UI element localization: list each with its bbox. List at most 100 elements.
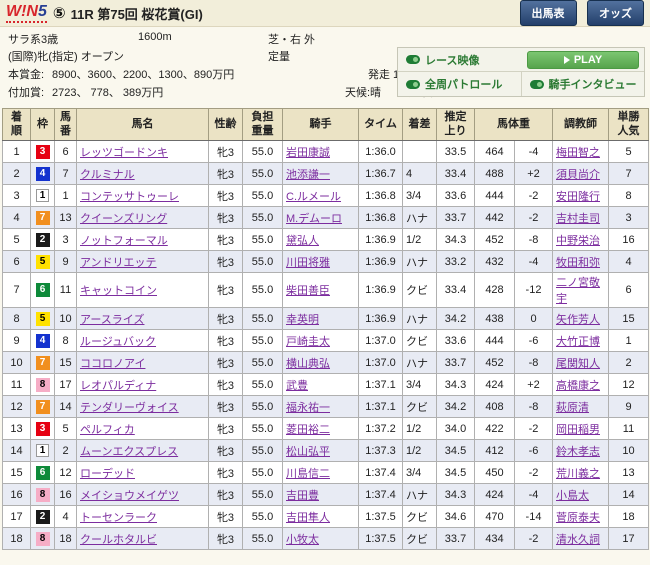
entries-button[interactable]: 出馬表	[519, 0, 577, 26]
win-popularity: 1	[608, 329, 649, 352]
horse-name-link[interactable]: レオパルディナ	[80, 379, 157, 392]
last-3f: 34.2	[436, 307, 475, 330]
table-row: 1 3 6 レッツゴードンキ 牝3 55.0 岩田康誠 1:36.0 33.5 464 -4 梅田智之…	[2, 140, 649, 163]
jockey-link[interactable]: 吉田豊	[286, 489, 319, 502]
jockey-link[interactable]: 松山弘平	[286, 445, 330, 458]
jockey-link[interactable]: 武豊	[286, 379, 308, 392]
trainer-cell: 梅田智之	[552, 140, 609, 163]
trainer-link[interactable]: 鈴木孝志	[556, 445, 600, 458]
waku-cell: 1	[30, 184, 55, 207]
patrol-video-link[interactable]: 全周パトロール	[398, 72, 521, 96]
jockey-link[interactable]: 黛弘人	[286, 234, 319, 247]
horse-name-link[interactable]: ルージュバック	[80, 335, 157, 348]
col-header-umaban: 馬 番	[54, 108, 77, 141]
jockey-link[interactable]: 池添謙一	[286, 168, 330, 181]
horse-name-link[interactable]: クルミナル	[80, 168, 135, 181]
body-weight: 408	[474, 395, 515, 418]
patrol-label: 全周パトロール	[425, 79, 503, 91]
horse-name-link[interactable]: メイショウメイゲツ	[80, 489, 179, 502]
jockey-link[interactable]: 戸崎圭太	[286, 335, 330, 348]
horse-name-link[interactable]: ローデッド	[80, 467, 135, 480]
results-table: 着 順枠馬 番馬名 性齢 負担 重量 騎手 タイム 着差 推定 上り 馬体重 調教師 単勝 人気 …	[2, 108, 649, 550]
trainer-link[interactable]: 菅原泰夫	[556, 511, 600, 524]
jockey-cell: C.ルメール	[282, 184, 359, 207]
finish-pos: 7	[2, 272, 31, 308]
finish-pos: 9	[2, 329, 31, 352]
trainer-link[interactable]: 荒川義之	[556, 467, 600, 480]
jockey-link[interactable]: 川島信二	[286, 467, 330, 480]
margin: クビ	[402, 272, 437, 308]
horse-name-cell: クイーンズリング	[76, 206, 209, 229]
jockey-link[interactable]: 小牧太	[286, 533, 319, 546]
trainer-link[interactable]: 大竹正博	[556, 335, 600, 348]
play-button[interactable]: PLAY	[527, 50, 639, 69]
trainer-link[interactable]: 吉村圭司	[556, 212, 600, 225]
finish-time: 1:36.9	[358, 272, 403, 308]
horse-name-link[interactable]: キャットコイン	[80, 285, 157, 297]
race-video-link[interactable]: レース映像	[398, 48, 527, 71]
horse-name-link[interactable]: ムーンエクスプレス	[80, 445, 179, 458]
body-weight-change: -8	[514, 228, 553, 251]
interview-link[interactable]: 騎手インタビュー	[520, 72, 645, 96]
horse-name-link[interactable]: アンドリエッテ	[80, 256, 157, 269]
trainer-link[interactable]: 須貝尚介	[556, 168, 600, 181]
horse-name-link[interactable]: コンテッサトゥーレ	[80, 190, 179, 203]
trainer-cell: 岡田稲男	[552, 417, 609, 440]
col-header-sexage: 性齢	[208, 108, 243, 141]
trainer-link[interactable]: 高橋康之	[556, 379, 600, 392]
trainer-cell: 大竹正博	[552, 329, 609, 352]
jockey-cell: 吉田隼人	[282, 505, 359, 528]
horse-name-link[interactable]: ノットフォーマル	[80, 234, 168, 247]
horse-number: 11	[54, 272, 77, 308]
jockey-link[interactable]: 幸英明	[286, 313, 319, 326]
trainer-link[interactable]: 牧田和弥	[556, 256, 600, 269]
jockey-link[interactable]: 福永祐一	[286, 401, 330, 414]
horse-name-link[interactable]: トーセンラーク	[80, 511, 157, 524]
jockey-link[interactable]: 吉田隼人	[286, 511, 330, 524]
horse-name-link[interactable]: クイーンズリング	[80, 212, 168, 225]
sex-age: 牝3	[208, 162, 243, 185]
table-row: 8 5 10 アースライズ 牝3 55.0 幸英明 1:36.9 ハナ 34.2 438 0 矢作芳人 1…	[2, 307, 649, 330]
horse-name-link[interactable]: アースライズ	[80, 313, 145, 326]
waku-cell: 5	[30, 307, 55, 330]
sex-age: 牝3	[208, 351, 243, 374]
jockey-link[interactable]: 菱田裕二	[286, 423, 330, 436]
jockey-link[interactable]: 岩田康誠	[286, 146, 330, 159]
jockey-link[interactable]: C.ルメール	[286, 190, 341, 203]
sex-age: 牝3	[208, 395, 243, 418]
last-3f: 33.7	[436, 527, 475, 550]
body-weight-change: -14	[514, 505, 553, 528]
finish-time: 1:36.9	[358, 307, 403, 330]
horse-name-link[interactable]: ココロノアイ	[80, 357, 146, 370]
odds-button[interactable]: オッズ	[587, 0, 644, 26]
trainer-link[interactable]: 尾関知人	[556, 357, 600, 370]
horse-name-link[interactable]: レッツゴードンキ	[80, 146, 168, 159]
trainer-link[interactable]: 清水久詞	[556, 533, 600, 546]
horse-number: 16	[54, 483, 77, 506]
jockey-link[interactable]: 柴田善臣	[286, 285, 330, 297]
col-header-trainer: 調教師	[552, 108, 609, 141]
trainer-cell: 牧田和弥	[552, 250, 609, 273]
jockey-cell: 菱田裕二	[282, 417, 359, 440]
trainer-link[interactable]: 岡田稲男	[556, 423, 600, 436]
carried-weight: 55.0	[242, 329, 283, 352]
horse-name-link[interactable]: ペルフィカ	[80, 423, 135, 436]
win-popularity: 15	[608, 307, 649, 330]
finish-time: 1:36.0	[358, 140, 403, 163]
finish-pos: 5	[2, 228, 31, 251]
trainer-link[interactable]: 梅田智之	[556, 146, 600, 159]
jockey-link[interactable]: 横山典弘	[286, 357, 330, 370]
horse-name-link[interactable]: クールホタルビ	[80, 533, 157, 546]
trainer-link[interactable]: 安田隆行	[556, 190, 600, 203]
trainer-link[interactable]: 小島太	[556, 489, 589, 502]
table-row: 7 6 11 キャットコイン 牝3 55.0 柴田善臣 1:36.9 クビ 33.4 428 -12 二…	[2, 272, 649, 308]
jockey-link[interactable]: M.デムーロ	[286, 212, 342, 225]
trainer-link[interactable]: 二ノ宮敬宇	[556, 277, 600, 305]
trainer-link[interactable]: 矢作芳人	[556, 313, 600, 326]
trainer-link[interactable]: 中野栄治	[556, 234, 600, 247]
horse-name-link[interactable]: テンダリーヴォイス	[80, 401, 179, 414]
jockey-link[interactable]: 川田将雅	[286, 256, 330, 269]
col-header-popularity: 単勝 人気	[608, 108, 649, 141]
horse-name-cell: メイショウメイゲツ	[76, 483, 209, 506]
trainer-link[interactable]: 萩原清	[556, 401, 589, 414]
